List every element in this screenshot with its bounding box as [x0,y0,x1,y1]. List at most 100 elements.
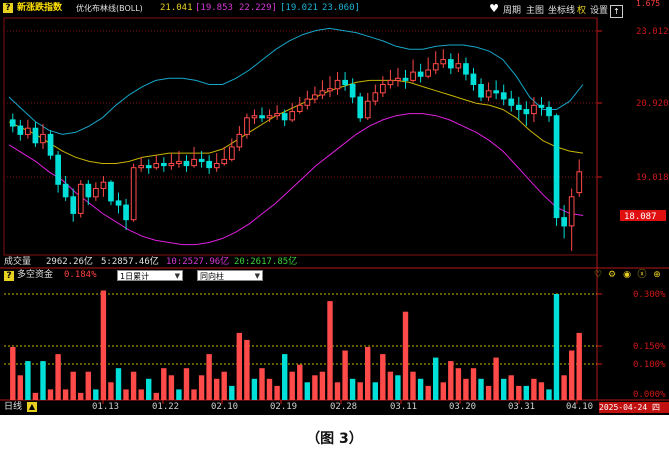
candle [32,121,39,147]
candle [221,146,228,166]
candle [62,176,69,201]
candle-body [266,115,273,119]
money-flow-bar [183,368,190,400]
candle [312,86,318,104]
candle [40,124,46,149]
candle [516,97,522,120]
candle-body [485,90,492,98]
heart-outline-icon[interactable]: ♡ [593,270,603,280]
current-date-badge: 2025-04-24 四 [599,402,669,413]
figure-caption: （图 3） [306,431,363,447]
price-tick-label: 19.018 [636,173,669,183]
sub-question-icon[interactable]: ? [4,271,14,281]
indicator-name[interactable]: 优化布林线(BOLL) [76,4,143,13]
chevron-down-icon: ▼ [254,272,260,280]
candle-body [183,160,190,167]
current-price-label: 18.087 [624,212,657,222]
close-icon[interactable]: ⓧ [637,270,647,280]
money-flow-bar [425,385,431,400]
candle [553,113,560,226]
candle [55,151,61,193]
candle [47,130,54,160]
rights-button[interactable]: 权 [577,6,587,16]
candle [289,103,296,122]
boll-upper-value-b: 23.060] [322,3,360,13]
price-panel-frame [3,17,598,256]
up-arrow-icon[interactable]: ↑ [610,5,623,18]
candle [538,97,545,116]
eye-icon[interactable]: ◉ [623,270,631,280]
money-flow-bar [470,368,477,400]
candle [432,51,439,75]
volume-ma20: 20:2617.85亿 [234,257,298,267]
candle [123,198,129,231]
money-flow-bar [319,371,326,400]
money-flow-bar [372,382,378,400]
candle [93,182,99,201]
flow-tick-label: 0.000% [633,390,666,400]
date-label: 02.10 [211,402,239,412]
candle [176,151,182,168]
money-flow-bar [395,375,401,400]
money-flow-bar [365,347,371,400]
period-tab[interactable]: 日线 [4,402,23,412]
candle [191,146,197,168]
candle-body [289,111,296,121]
coordinate-line-button[interactable]: 坐标线 [548,6,576,16]
candle-body [395,77,401,81]
candle [161,157,167,172]
date-label: 03.31 [508,402,536,412]
candlesticks [9,49,583,251]
candle-body [417,71,424,77]
warning-icon[interactable]: ▲ [27,402,37,412]
candle-body [327,88,333,92]
boll-lower-value-b: 22.229] [239,3,277,13]
money-flow-bar [531,378,537,400]
candle-body [568,196,575,227]
candle [85,180,92,206]
candle [425,57,431,79]
candle-body [478,84,484,98]
price-tick-label: 23.012 [636,27,669,37]
candle [327,76,333,97]
high-tag: 1.675 [636,0,661,8]
money-flow-bar [259,368,265,400]
settings-button[interactable]: 设置 [590,6,609,16]
candle-body [221,158,228,165]
candle [568,188,575,251]
candle-body [123,204,129,221]
money-flow-bar [433,357,439,400]
money-flow-bar [576,332,582,400]
candle-body [380,84,386,94]
money-flow-bar [516,385,522,400]
candle-body [448,59,454,69]
volume-ma10: 10:2527.96亿 [166,257,230,267]
money-flow-bar [523,385,529,400]
candle-body [296,104,303,113]
question-icon[interactable]: ? [3,3,13,13]
heart-icon[interactable]: ♥ [489,2,499,15]
money-flow-bar [297,364,303,400]
candle [410,59,416,83]
candle-body [364,100,371,119]
candle-body [561,217,567,227]
money-flow-bar [62,389,69,400]
candle [334,72,341,95]
candle [296,97,303,114]
bar-mode-select[interactable]: 同向柱 ▼ [197,270,263,281]
main-chart-button[interactable]: 主图 [526,6,545,16]
accumulation-select[interactable]: 1日累计 ▼ [117,270,183,281]
money-flow-title[interactable]: 多空资金 [17,270,54,280]
candle [168,153,175,170]
money-flow-bar [289,371,295,400]
candle-body [93,188,99,198]
settings-icon[interactable]: ⚙ [607,270,617,280]
maximize-icon[interactable]: ⊕ [653,270,661,280]
money-flow-bar [10,347,16,400]
money-flow-bar [25,361,31,400]
money-flow-bar [334,382,341,400]
candle-body [342,79,348,86]
period-button[interactable]: 周期 [503,6,522,16]
index-name[interactable]: 新涨跌指数 [17,3,63,13]
candle-body [523,109,530,115]
